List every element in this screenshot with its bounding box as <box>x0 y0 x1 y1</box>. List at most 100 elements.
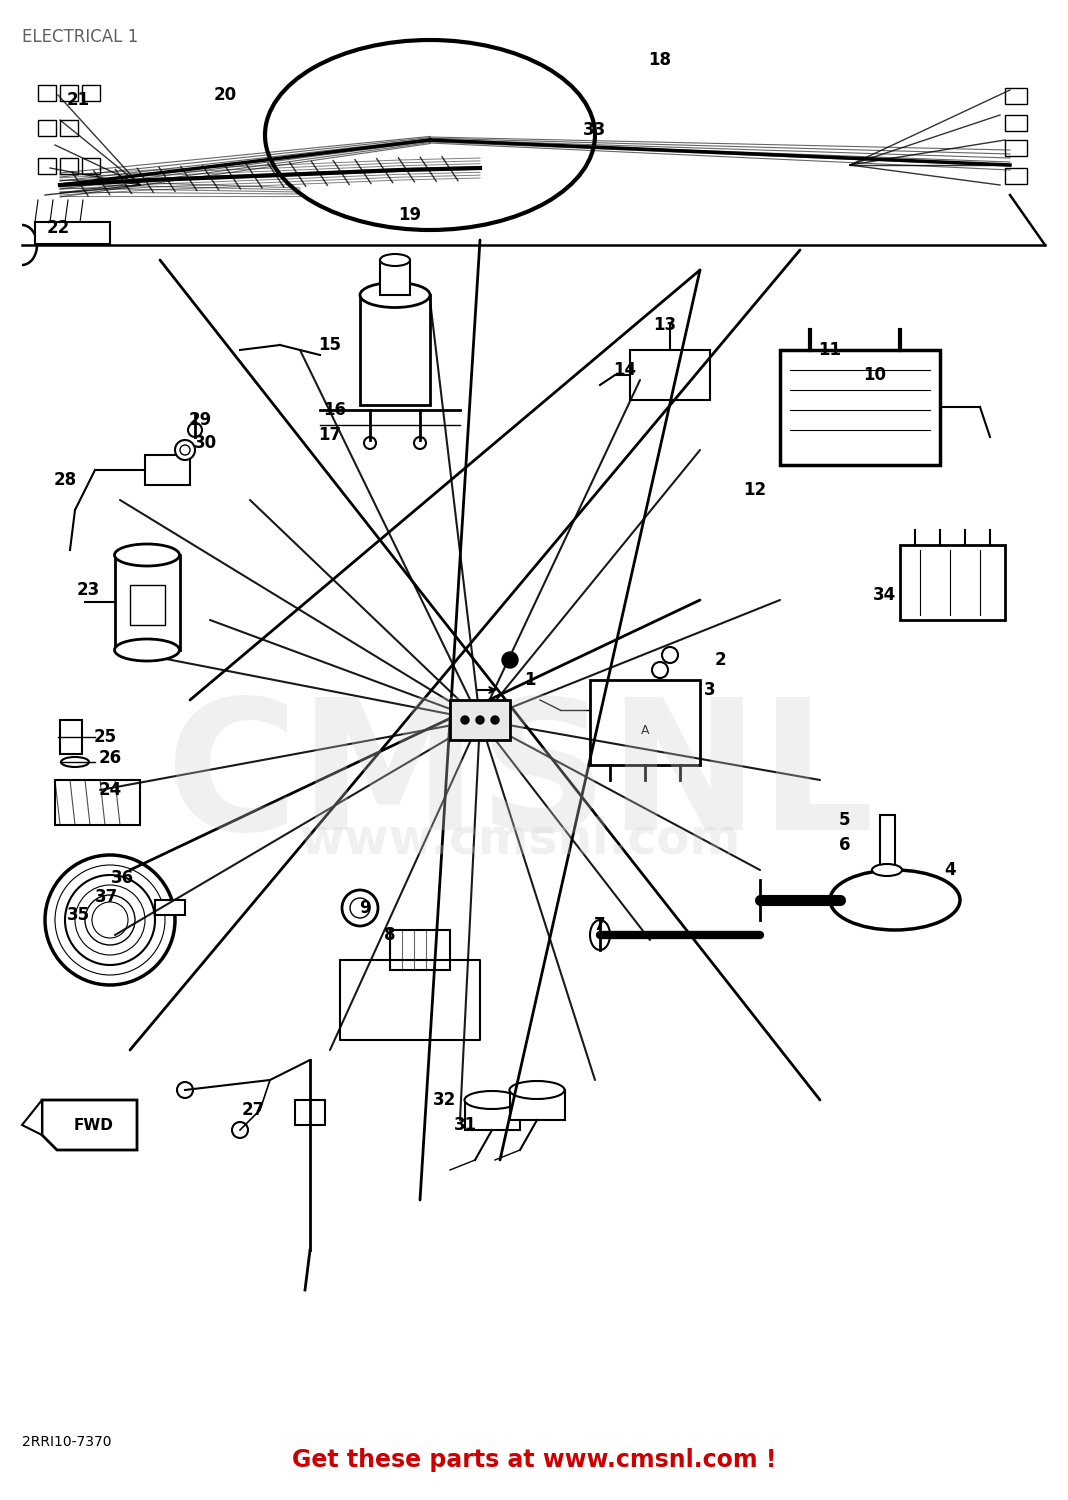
Text: 11: 11 <box>818 340 842 358</box>
Bar <box>38 120 56 136</box>
Circle shape <box>65 874 155 965</box>
Bar <box>590 680 700 765</box>
Bar <box>155 900 185 915</box>
Text: 17: 17 <box>318 426 342 444</box>
Text: 2RRI10-7370: 2RRI10-7370 <box>22 1436 111 1449</box>
Ellipse shape <box>114 544 179 566</box>
Bar <box>1005 168 1027 184</box>
Text: 2: 2 <box>714 651 726 669</box>
Text: 12: 12 <box>743 482 767 500</box>
Text: 14: 14 <box>613 362 637 380</box>
Bar <box>630 350 710 400</box>
Bar <box>465 1100 520 1130</box>
Text: 5: 5 <box>839 812 851 830</box>
Circle shape <box>350 898 370 918</box>
Ellipse shape <box>509 1082 565 1100</box>
Circle shape <box>461 716 469 724</box>
Text: 30: 30 <box>193 433 217 451</box>
Circle shape <box>651 662 668 678</box>
Bar <box>450 700 511 740</box>
Circle shape <box>364 436 376 448</box>
Ellipse shape <box>590 920 610 950</box>
Text: 36: 36 <box>110 868 134 886</box>
Text: 25: 25 <box>93 728 116 746</box>
Text: 35: 35 <box>66 906 90 924</box>
Circle shape <box>491 716 499 724</box>
Text: 20: 20 <box>214 86 237 104</box>
Text: 16: 16 <box>324 400 346 418</box>
Text: 37: 37 <box>95 888 119 906</box>
Bar <box>38 158 56 174</box>
Bar <box>60 86 78 100</box>
Text: CMSNL: CMSNL <box>166 692 875 868</box>
Text: 24: 24 <box>98 782 122 800</box>
Bar <box>54 780 140 825</box>
Text: 7: 7 <box>594 916 606 934</box>
Bar <box>511 1090 565 1120</box>
Bar <box>1005 140 1027 156</box>
Circle shape <box>342 890 378 926</box>
Text: 21: 21 <box>66 92 90 110</box>
Text: www.cmsnl.com: www.cmsnl.com <box>299 816 740 864</box>
Circle shape <box>177 1082 193 1098</box>
Text: 19: 19 <box>398 206 422 224</box>
Ellipse shape <box>114 639 179 662</box>
Text: ELECTRICAL 1: ELECTRICAL 1 <box>22 28 138 46</box>
Polygon shape <box>22 1100 42 1136</box>
Text: 27: 27 <box>241 1101 265 1119</box>
Bar <box>38 86 56 100</box>
Circle shape <box>232 1122 248 1138</box>
Bar <box>115 555 180 650</box>
Text: 13: 13 <box>654 316 676 334</box>
Text: 22: 22 <box>46 219 69 237</box>
Circle shape <box>85 896 135 945</box>
Circle shape <box>414 436 426 448</box>
Text: 10: 10 <box>864 366 886 384</box>
Bar <box>145 454 190 484</box>
Bar <box>1005 116 1027 130</box>
Text: 26: 26 <box>98 748 122 766</box>
Text: 29: 29 <box>188 411 211 429</box>
Polygon shape <box>42 1100 137 1150</box>
Text: 31: 31 <box>454 1116 476 1134</box>
Text: FWD: FWD <box>74 1118 114 1132</box>
Bar <box>295 1100 325 1125</box>
Text: 1: 1 <box>524 670 536 688</box>
Text: 28: 28 <box>53 471 77 489</box>
Text: 15: 15 <box>318 336 342 354</box>
Text: 9: 9 <box>359 898 371 916</box>
Bar <box>780 350 940 465</box>
Circle shape <box>476 716 484 724</box>
Circle shape <box>188 423 202 436</box>
Bar <box>130 585 164 626</box>
Bar <box>60 158 78 174</box>
Text: 6: 6 <box>839 836 851 854</box>
Text: 34: 34 <box>874 586 897 604</box>
Ellipse shape <box>830 870 960 930</box>
Text: 4: 4 <box>944 861 956 879</box>
Text: 23: 23 <box>77 580 99 598</box>
Text: 32: 32 <box>434 1090 457 1108</box>
Ellipse shape <box>380 254 410 266</box>
Circle shape <box>662 646 678 663</box>
Circle shape <box>45 855 175 986</box>
Ellipse shape <box>871 864 902 876</box>
Circle shape <box>180 446 190 454</box>
Text: Get these parts at www.cmsnl.com !: Get these parts at www.cmsnl.com ! <box>292 1448 776 1472</box>
Text: 18: 18 <box>648 51 672 69</box>
Bar <box>82 158 100 174</box>
Ellipse shape <box>360 282 430 308</box>
Text: 33: 33 <box>583 122 607 140</box>
Ellipse shape <box>465 1090 519 1108</box>
Bar <box>35 222 110 245</box>
Bar <box>60 120 78 136</box>
Text: 3: 3 <box>704 681 716 699</box>
Bar <box>1005 88 1027 104</box>
Bar <box>380 260 410 296</box>
Circle shape <box>502 652 518 668</box>
Bar <box>390 930 450 970</box>
Bar <box>880 815 895 870</box>
Text: A: A <box>641 723 649 736</box>
Bar <box>900 544 1005 620</box>
Bar <box>60 720 82 754</box>
